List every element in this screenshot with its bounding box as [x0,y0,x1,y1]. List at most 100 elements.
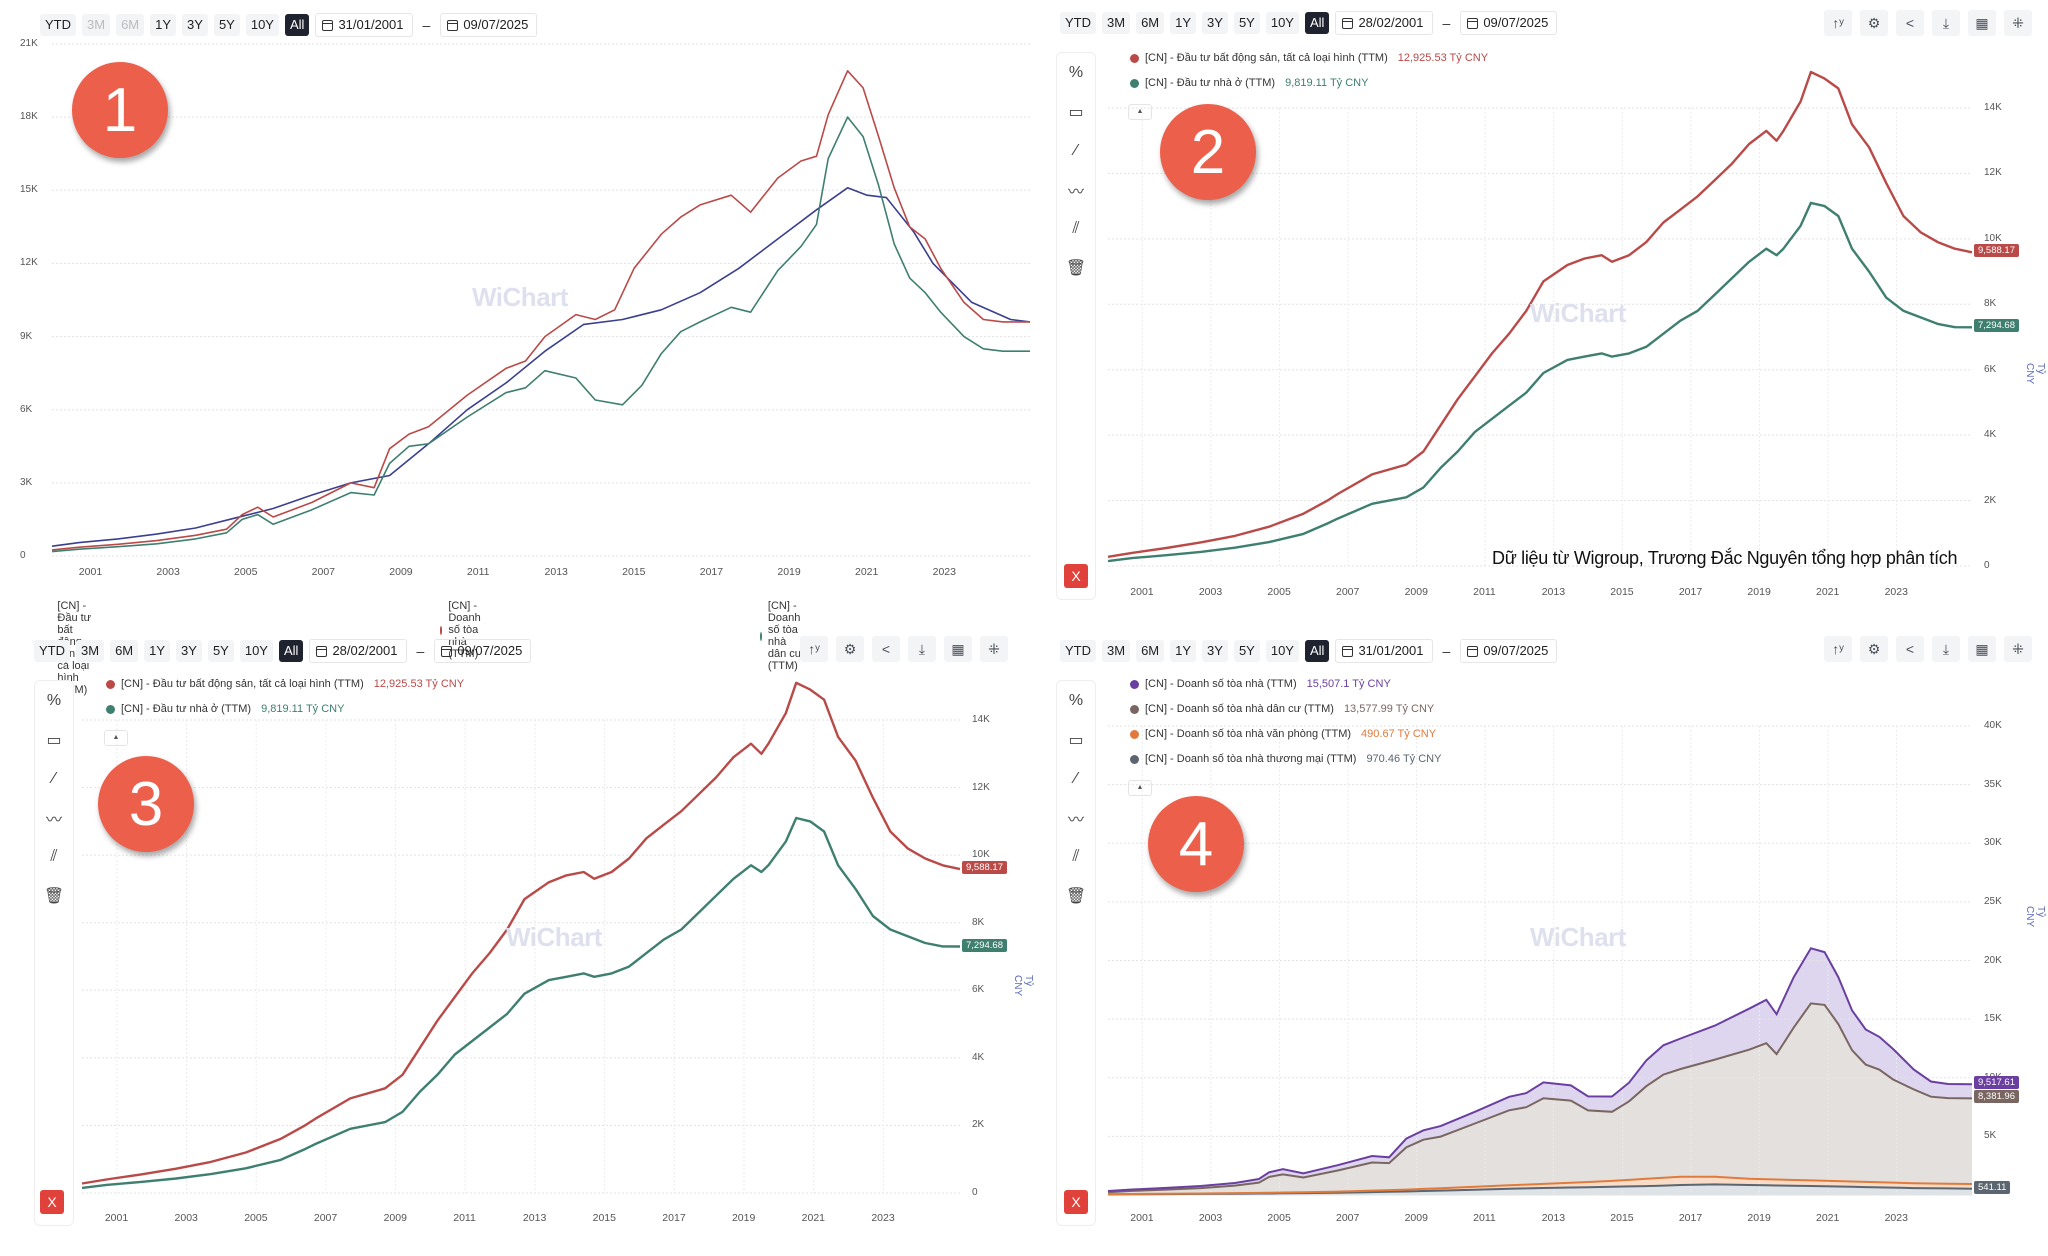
close-button[interactable]: X [1064,564,1088,588]
range-button-3m[interactable]: 3M [1102,12,1131,34]
settings-button[interactable]: ⚙ [1860,10,1888,36]
trash-button[interactable]: 🗑 [35,876,73,915]
legend-item[interactable]: [CN] - Đầu tư bất động sản, tất cả loại … [106,678,464,690]
series-line-green[interactable] [51,116,1030,553]
range-button-6m[interactable]: 6M [1136,640,1165,662]
y-axis-scale-button[interactable]: ↑ʸ [800,636,828,662]
close-button[interactable]: X [40,1190,64,1214]
excel-button[interactable]: ▦ [1968,636,1996,662]
series-line-blue[interactable] [51,187,1031,547]
y-axis-scale-button[interactable]: ↑ʸ [1824,636,1852,662]
line-tool-button[interactable]: ⁄ [35,759,73,798]
range-button-all[interactable]: All [1304,640,1330,662]
range-button-1y[interactable]: 1Y [144,640,171,662]
range-button-ytd[interactable]: YTD [34,640,70,662]
range-button-10y[interactable]: 10Y [239,640,273,662]
trash-button[interactable]: 🗑 [1057,876,1095,915]
date-from-field[interactable]: 28/02/2001 [309,639,407,663]
series-line-green[interactable] [81,816,961,1190]
y-axis-scale-button[interactable]: ↑ʸ [1824,10,1852,36]
legend-item[interactable]: [CN] - Đầu tư nhà ở (TTM) 9,819.11 Tỷ CNY [1130,77,1368,89]
date-to-field[interactable]: 09/07/2025 [434,639,532,663]
parallel-tool-button[interactable]: ⫽ [1057,837,1095,876]
date-from-field[interactable]: 31/01/2001 [1335,639,1433,663]
range-button-6m[interactable]: 6M [110,640,139,662]
range-button-10y[interactable]: 10Y [245,14,279,36]
percent-button[interactable]: % [1057,53,1095,92]
range-button-5y[interactable]: 5Y [213,14,240,36]
range-button-all[interactable]: All [278,640,304,662]
excel-button[interactable]: ▦ [1968,10,1996,36]
collapse-button[interactable]: ⁜ [980,636,1008,662]
range-button-1y[interactable]: 1Y [1170,12,1197,34]
collapse-button[interactable]: ⁜ [2004,10,2032,36]
legend-collapse-button[interactable]: ▲ [1128,780,1152,796]
parallel-tool-button[interactable]: ⫽ [1057,209,1095,248]
line-tool-button[interactable]: ⁄ [1057,131,1095,170]
range-button-ytd[interactable]: YTD [1060,640,1096,662]
download-button[interactable]: ⤓ [1932,10,1960,36]
range-button-3m[interactable]: 3M [76,640,105,662]
date-to-field[interactable]: 09/07/2025 [1460,11,1558,35]
range-button-5y[interactable]: 5Y [1233,640,1260,662]
range-button-10y[interactable]: 10Y [1265,12,1299,34]
range-button-5y[interactable]: 5Y [207,640,234,662]
percent-button[interactable]: % [1057,681,1095,720]
share-button[interactable]: < [1896,10,1924,36]
range-button-3y[interactable]: 3Y [1202,12,1228,34]
comment-button[interactable]: ▭ [1057,92,1095,131]
date-to-field[interactable]: 09/07/2025 [440,13,538,37]
legend-collapse-button[interactable]: ▲ [1128,104,1152,120]
plot-area[interactable] [51,43,1031,557]
legend-collapse-button[interactable]: ▲ [104,730,128,746]
plot-area[interactable] [81,681,961,1194]
percent-button[interactable]: % [35,681,73,720]
legend-item[interactable]: [CN] - Doanh số tòa nhà (TTM) 15,507.1 Tỷ… [1130,678,1391,690]
collapse-button[interactable]: ⁜ [2004,636,2032,662]
legend-item[interactable]: [CN] - Đầu tư bất động sản, tất cả loại … [1130,52,1488,64]
series-line-purple[interactable] [1107,947,1973,1192]
legend-item[interactable]: [CN] - Đầu tư nhà ở (TTM) 9,819.11 Tỷ CNY [106,703,344,715]
trash-button[interactable]: 🗑 [1057,248,1095,287]
date-from-field[interactable]: 28/02/2001 [1335,11,1433,35]
trend-tool-button[interactable]: 〰 [1057,798,1095,837]
range-button-6m[interactable]: 6M [1136,12,1165,34]
trend-tool-button[interactable]: 〰 [1057,170,1095,209]
range-button-ytd[interactable]: YTD [40,14,76,36]
download-button[interactable]: ⤓ [908,636,936,662]
excel-button[interactable]: ▦ [944,636,972,662]
range-button-1y[interactable]: 1Y [1170,640,1197,662]
settings-button[interactable]: ⚙ [1860,636,1888,662]
range-button-all[interactable]: All [1304,12,1330,34]
range-button-3m[interactable]: 3M [1102,640,1131,662]
plot-area[interactable] [1107,725,1973,1196]
legend-item[interactable]: [CN] - Doanh số tòa nhà thương mại (TTM)… [1130,753,1441,765]
share-button[interactable]: < [872,636,900,662]
series-line-orange[interactable] [1107,1175,1973,1196]
share-button[interactable]: < [1896,636,1924,662]
legend-item[interactable]: [CN] - Doanh số tòa nhà dân cư (TTM) [760,600,807,672]
line-tool-button[interactable]: ⁄ [1057,759,1095,798]
range-button-3m[interactable]: 3M [82,14,111,36]
range-button-1y[interactable]: 1Y [150,14,177,36]
series-line-red[interactable] [51,70,1030,551]
range-button-3y[interactable]: 3Y [182,14,208,36]
comment-button[interactable]: ▭ [35,720,73,759]
date-to-field[interactable]: 09/07/2025 [1460,639,1558,663]
range-button-5y[interactable]: 5Y [1233,12,1260,34]
date-from-field[interactable]: 31/01/2001 [315,13,413,37]
legend-item[interactable]: [CN] - Doanh số tòa nhà văn phòng (TTM) 4… [1130,728,1436,740]
comment-button[interactable]: ▭ [1057,720,1095,759]
range-button-6m[interactable]: 6M [116,14,145,36]
range-button-3y[interactable]: 3Y [176,640,202,662]
close-button[interactable]: X [1064,1190,1088,1214]
settings-button[interactable]: ⚙ [836,636,864,662]
trend-tool-button[interactable]: 〰 [35,798,73,837]
series-line-green[interactable] [1107,201,1973,563]
range-button-10y[interactable]: 10Y [1265,640,1299,662]
series-line-brown[interactable] [1107,1002,1973,1194]
series-line-red[interactable] [81,681,961,1185]
range-button-3y[interactable]: 3Y [1202,640,1228,662]
plot-area[interactable] [1107,70,1973,567]
legend-item[interactable]: [CN] - Doanh số tòa nhà dân cư (TTM) 13,5… [1130,703,1434,715]
